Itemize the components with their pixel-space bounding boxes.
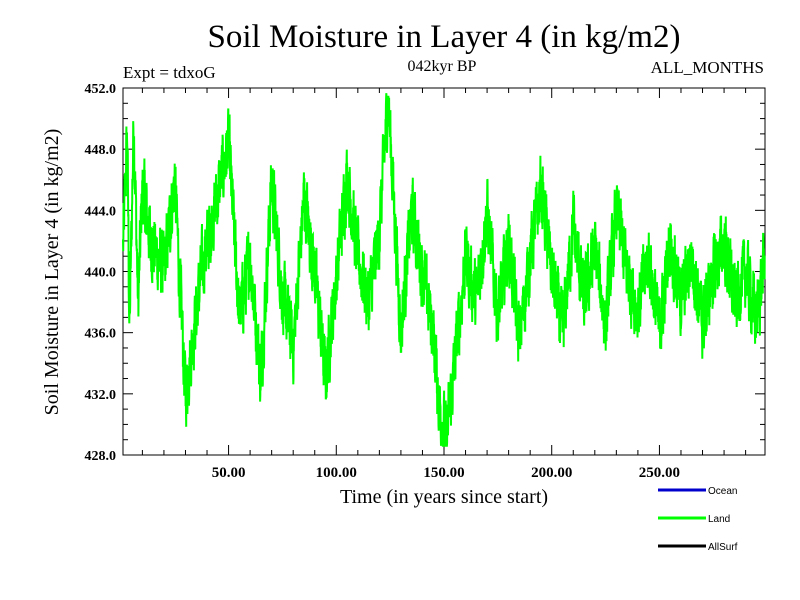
legend-label-land: Land <box>708 514 730 525</box>
legend: Ocean Land AllSurf <box>658 486 738 553</box>
y-tick-label: 444.0 <box>85 204 117 219</box>
months-label: ALL_MONTHS <box>651 58 764 77</box>
x-axis-title: Time (in years since start) <box>340 486 548 508</box>
y-tick-label: 440.0 <box>85 266 117 281</box>
x-tick-label: 50.00 <box>212 465 246 481</box>
y-tick-label: 448.0 <box>85 143 117 158</box>
x-tick-label: 100.00 <box>316 465 357 481</box>
y-tick-label: 436.0 <box>85 327 117 342</box>
experiment-label: Expt = tdxoG <box>123 63 216 82</box>
x-tick-label: 200.00 <box>531 465 572 481</box>
x-tick-label: 150.00 <box>423 465 464 481</box>
y-tick-label: 432.0 <box>85 388 117 403</box>
legend-label-ocean: Ocean <box>708 486 737 497</box>
x-tick-label: 250.00 <box>639 465 680 481</box>
period-label: 042kyr BP <box>408 58 477 75</box>
series-line-land <box>122 93 766 447</box>
axis-tick-labels: 428.0 432.0 436.0 440.0 444.0 448.0 452.0 50.00… <box>85 82 681 481</box>
legend-label-allsurf: AllSurf <box>708 542 738 553</box>
chart-title: Soil Moisture in Layer 4 (in kg/m2) <box>208 19 681 55</box>
y-axis-title: Soil Moisture in Layer 4 (in kg/m2) <box>41 129 63 416</box>
y-tick-label: 452.0 <box>85 82 117 97</box>
y-tick-label: 428.0 <box>85 449 117 464</box>
axis-ticks <box>123 87 765 456</box>
